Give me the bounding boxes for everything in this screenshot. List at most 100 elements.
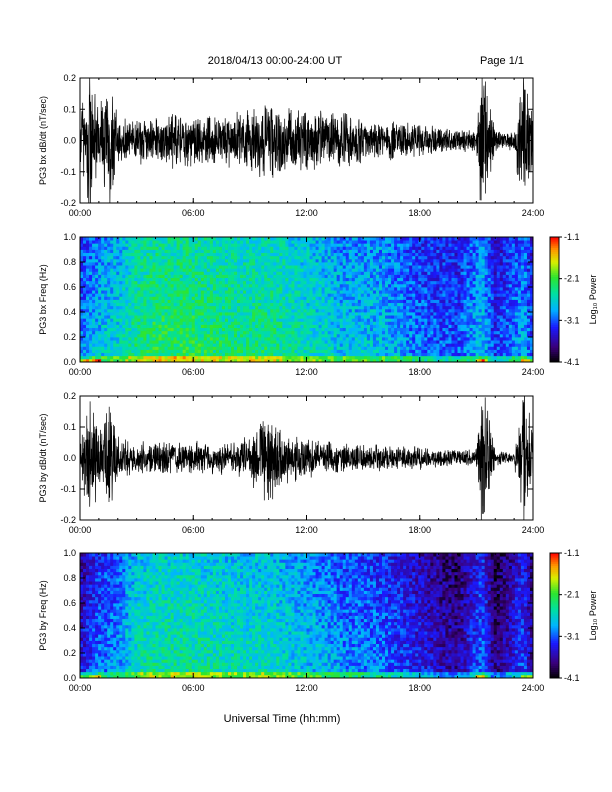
spectrogram-cell — [439, 280, 443, 285]
spectrogram-cell — [315, 315, 319, 319]
spectrogram-cell — [243, 265, 247, 269]
spectrogram-cell — [83, 243, 87, 247]
spectrogram-cell — [170, 237, 175, 241]
spectrogram-cell — [264, 243, 268, 247]
spectrogram-cell — [327, 312, 332, 316]
spectrogram-cell — [224, 308, 229, 313]
spectrogram-cell — [194, 308, 199, 313]
spectrogram-cell — [107, 268, 111, 272]
spectrogram-cell — [176, 337, 181, 341]
spectrogram-cell — [372, 252, 377, 257]
spectrogram-cell — [155, 337, 159, 341]
spectrogram-cell — [406, 305, 410, 310]
spectrogram-cell — [176, 240, 181, 244]
spectrogram-cell — [400, 262, 404, 266]
spectrogram-cell — [282, 246, 286, 250]
spectrogram-cell — [288, 346, 292, 350]
spectrogram-cell — [300, 302, 304, 307]
spectrogram-cell — [167, 355, 171, 360]
spectrogram-cell — [194, 343, 199, 347]
spectrogram-cell — [342, 299, 347, 304]
spectrogram-cell — [143, 262, 147, 266]
spectrogram-cell — [445, 246, 449, 250]
spectrogram-cell — [224, 280, 229, 285]
spectrogram-cell — [258, 333, 262, 338]
spectrogram-cell — [439, 283, 443, 288]
spectrogram-cell — [285, 243, 289, 247]
spectrogram-cell — [409, 296, 413, 300]
spectrogram-cell — [427, 246, 431, 250]
spectrogram-cell — [382, 352, 386, 357]
spectrogram-cell — [291, 308, 295, 313]
y-tick-label: -0.1 — [60, 167, 76, 177]
spectrogram-cell — [119, 352, 123, 357]
spectrogram-cell — [182, 265, 187, 269]
spectrogram-cell — [421, 330, 425, 335]
spectrogram-cell — [336, 246, 341, 250]
spectrogram-cell — [300, 290, 304, 294]
spectrogram-cell — [116, 243, 120, 247]
spectrogram-cell — [116, 343, 120, 347]
spectrogram-cell — [276, 280, 280, 285]
spectrogram-cell — [188, 327, 193, 332]
spectrogram-cell — [89, 318, 93, 322]
spectrogram-cell — [200, 302, 205, 307]
spectrogram-cell — [185, 315, 190, 319]
spectrogram-cell — [406, 262, 410, 266]
spectrogram-cell — [366, 277, 371, 282]
spectrogram-cell — [261, 337, 265, 341]
spectrogram-cell — [388, 283, 392, 288]
spectrogram-cell — [382, 327, 386, 332]
spectrogram-cell — [270, 262, 274, 266]
spectrogram-cell — [321, 265, 326, 269]
spectrogram-cell — [333, 318, 338, 322]
spectrogram-cell — [209, 315, 214, 319]
spectrogram-cell — [146, 268, 150, 272]
spectrogram-cell — [200, 262, 205, 266]
spectrogram-cell — [315, 299, 319, 304]
spectrogram-cell — [348, 290, 353, 294]
spectrogram-cell — [282, 240, 286, 244]
spectrogram-cell — [412, 312, 416, 316]
spectrogram-cell — [179, 283, 184, 288]
spectrogram-cell — [388, 249, 392, 254]
spectrogram-cell — [249, 349, 253, 354]
spectrogram-cell — [333, 268, 338, 272]
spectrogram-cell — [80, 265, 84, 269]
spectrogram-cell — [215, 246, 220, 250]
spectrogram-cell — [424, 327, 428, 332]
spectrogram-cell — [330, 358, 335, 362]
spectrogram-cell — [294, 321, 298, 325]
spectrogram-cell — [276, 315, 280, 319]
spectrogram-cell — [318, 305, 322, 310]
spectrogram-cell — [372, 308, 377, 313]
spectrogram-cell — [363, 324, 368, 329]
spectrogram-cell — [203, 283, 208, 288]
spectrogram-cell — [95, 305, 99, 310]
spectrogram-cell — [231, 315, 235, 319]
spectrogram-cell — [372, 355, 377, 360]
spectrogram-cell — [167, 280, 171, 285]
spectrogram-cell — [182, 258, 187, 263]
spectrogram-cell — [212, 321, 217, 325]
spectrogram-cell — [158, 246, 162, 250]
spectrogram-cell — [185, 243, 190, 247]
spectrogram-cell — [209, 271, 214, 275]
spectrogram-cell — [249, 327, 253, 332]
spectrogram-cell — [348, 308, 353, 313]
spectrogram-cell — [333, 349, 338, 354]
spectrogram-cell — [137, 274, 141, 279]
spectrogram-cell — [312, 305, 316, 310]
spectrogram-cell — [200, 280, 205, 285]
spectrogram-cell — [360, 290, 365, 294]
spectrogram-cell — [131, 255, 135, 260]
spectrogram-cell — [224, 327, 229, 332]
spectrogram-cell — [382, 315, 386, 319]
spectrogram-cell — [155, 349, 159, 354]
spectrogram-cell — [394, 283, 398, 288]
spectrogram-cell — [318, 296, 322, 300]
spectrogram-cell — [375, 327, 380, 332]
spectrogram-cell — [306, 358, 310, 362]
x-tick-label: 12:00 — [295, 208, 318, 218]
spectrogram-cell — [161, 265, 165, 269]
